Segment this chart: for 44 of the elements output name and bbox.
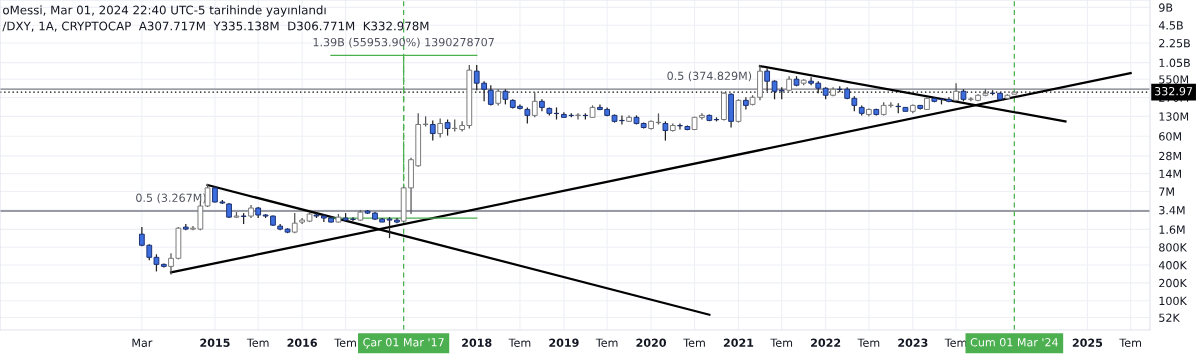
y-tick-label: 3.4M	[1159, 206, 1185, 215]
y-tick-label: 28M	[1159, 151, 1181, 161]
y-tick-label: 550M	[1159, 75, 1189, 84]
ref-line-label: Cum 01 Mar '24	[970, 338, 1058, 347]
x-tick-label: Tem	[246, 338, 269, 347]
y-tick-label: 9B	[1159, 3, 1173, 12]
y-tick-label: 1.05B	[1159, 58, 1190, 68]
x-tick-label: 2022	[811, 338, 841, 347]
ref-line-label: Çar 01 Mar '17	[363, 338, 444, 349]
x-tick-label: 2023	[898, 338, 928, 347]
x-tick-label: Tem	[857, 338, 880, 347]
annotation: 0.5 (374.829M)	[667, 71, 752, 82]
y-tick-label: 200K	[1159, 278, 1188, 288]
y-tick-label: 2.25B	[1159, 39, 1190, 48]
y-tick-label: 100K	[1159, 296, 1188, 306]
y-tick-label: 1.6M	[1159, 225, 1185, 234]
x-tick-label: Tem	[1119, 338, 1141, 347]
y-tick-label: 14M	[1159, 169, 1181, 178]
y-tick-label: 4.5B	[1158, 21, 1183, 30]
x-tick-label: 2019	[549, 338, 579, 347]
annotation: 332.97	[1155, 86, 1193, 96]
y-tick-label: 52K	[1159, 313, 1180, 322]
y-tick-label: 7M	[1159, 187, 1174, 196]
x-tick-label: Tem	[770, 338, 793, 347]
annotation: 1.39B (55953.90%) 1390278707	[313, 37, 494, 48]
x-tick-label: 2021	[723, 338, 754, 347]
x-tick-label: Tem	[944, 338, 967, 347]
y-tick-label: 800K	[1159, 243, 1188, 252]
y-tick-label: 130M	[1159, 112, 1189, 121]
x-tick-label: Tem	[334, 338, 356, 347]
x-tick-label: Tem	[595, 338, 618, 347]
x-tick-label: 2018	[462, 338, 492, 347]
chart-title: oMessi, Mar 01, 2024 22:40 UTC-5 tarihinde yayınlandı	[3, 5, 326, 17]
x-tick-label: 2025	[1072, 338, 1103, 347]
text: /DXY, 1A, CRYPTOCAP A307.717M Y335.138M D306.771M K332.978M	[2, 21, 429, 32]
y-tick-label: 400K	[1158, 261, 1188, 270]
x-tick-label: Tem	[683, 338, 705, 347]
x-tick-label: Mar	[132, 338, 153, 347]
x-tick-label: 2016	[287, 338, 317, 347]
x-tick-label: 2015	[200, 338, 230, 347]
x-tick-label: Tem	[508, 338, 531, 347]
annotation: 0.5 (3.267M)	[136, 193, 206, 204]
y-tick-label: 60M	[1159, 132, 1181, 141]
x-tick-label: 2020	[636, 338, 666, 347]
